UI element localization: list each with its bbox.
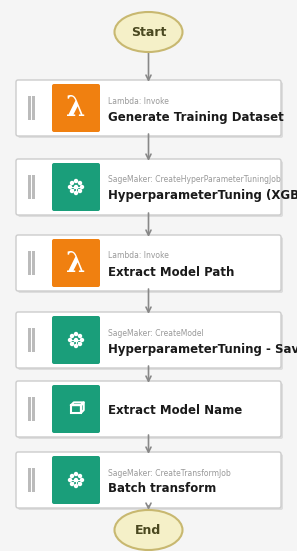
Bar — [28, 96, 31, 120]
Circle shape — [80, 478, 84, 482]
Circle shape — [74, 472, 78, 476]
Circle shape — [70, 181, 74, 185]
Text: SageMaker: CreateHyperParameterTuningJob: SageMaker: CreateHyperParameterTuningJob — [108, 176, 281, 185]
Text: HyperparameterTuning - Save Model: HyperparameterTuning - Save Model — [108, 343, 297, 355]
Circle shape — [80, 338, 84, 342]
Circle shape — [74, 191, 78, 195]
Circle shape — [74, 179, 78, 183]
Text: SageMaker: CreateModel: SageMaker: CreateModel — [108, 328, 204, 338]
Circle shape — [74, 484, 78, 488]
Bar — [32, 328, 34, 352]
Circle shape — [70, 482, 74, 486]
Bar — [28, 251, 31, 275]
Text: SageMaker: CreateTransformJob: SageMaker: CreateTransformJob — [108, 468, 231, 478]
Circle shape — [74, 338, 78, 342]
Circle shape — [78, 342, 82, 346]
Text: Generate Training Dataset: Generate Training Dataset — [108, 111, 284, 123]
Circle shape — [70, 342, 74, 346]
Bar — [32, 96, 34, 120]
Ellipse shape — [115, 12, 182, 52]
Circle shape — [78, 482, 82, 486]
Bar — [28, 328, 31, 352]
FancyBboxPatch shape — [16, 80, 281, 136]
Circle shape — [74, 332, 78, 336]
Ellipse shape — [115, 510, 182, 550]
Circle shape — [74, 478, 78, 482]
Text: Lambda: Invoke: Lambda: Invoke — [108, 251, 169, 261]
Circle shape — [68, 478, 72, 482]
Text: Extract Model Name: Extract Model Name — [108, 403, 242, 417]
Bar — [32, 397, 34, 421]
FancyBboxPatch shape — [16, 312, 281, 368]
Circle shape — [78, 189, 82, 193]
Circle shape — [70, 474, 74, 478]
Circle shape — [80, 185, 84, 189]
FancyBboxPatch shape — [18, 314, 283, 370]
FancyBboxPatch shape — [18, 161, 283, 217]
Circle shape — [68, 185, 72, 189]
FancyBboxPatch shape — [18, 237, 283, 293]
Bar — [32, 468, 34, 491]
Circle shape — [78, 181, 82, 185]
Bar — [28, 397, 31, 421]
FancyBboxPatch shape — [52, 456, 100, 504]
FancyBboxPatch shape — [52, 316, 100, 364]
Circle shape — [68, 338, 72, 342]
FancyBboxPatch shape — [16, 452, 281, 508]
FancyBboxPatch shape — [18, 454, 283, 510]
Text: HyperparameterTuning (XGBoost): HyperparameterTuning (XGBoost) — [108, 190, 297, 203]
FancyBboxPatch shape — [18, 82, 283, 138]
Text: λ: λ — [66, 251, 86, 278]
Text: λ: λ — [66, 95, 86, 122]
Bar — [28, 175, 31, 199]
FancyBboxPatch shape — [16, 381, 281, 437]
Circle shape — [78, 334, 82, 338]
Bar — [71, 405, 81, 413]
FancyBboxPatch shape — [52, 239, 100, 287]
FancyBboxPatch shape — [52, 84, 100, 132]
FancyBboxPatch shape — [52, 163, 100, 211]
FancyBboxPatch shape — [16, 235, 281, 291]
FancyBboxPatch shape — [18, 383, 283, 439]
Text: Batch transform: Batch transform — [108, 483, 216, 495]
Bar — [32, 175, 34, 199]
Text: End: End — [135, 523, 162, 537]
Bar — [28, 468, 31, 491]
Circle shape — [70, 189, 74, 193]
Circle shape — [74, 185, 78, 189]
FancyBboxPatch shape — [52, 385, 100, 433]
Text: Start: Start — [131, 25, 166, 39]
Bar — [32, 251, 34, 275]
Circle shape — [70, 334, 74, 338]
Text: Lambda: Invoke: Lambda: Invoke — [108, 96, 169, 105]
Text: Extract Model Path: Extract Model Path — [108, 266, 234, 278]
Circle shape — [78, 474, 82, 478]
Circle shape — [74, 344, 78, 348]
FancyBboxPatch shape — [16, 159, 281, 215]
